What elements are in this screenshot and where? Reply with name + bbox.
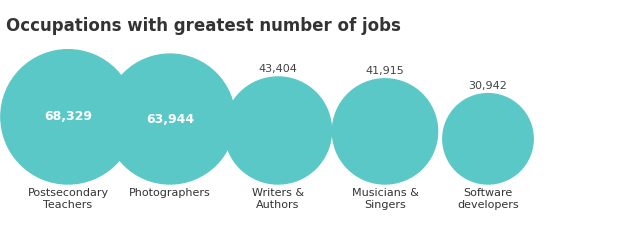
Text: 30,942: 30,942 [468,81,507,91]
Text: Photographers: Photographers [129,188,211,198]
Text: Musicians &
Singers: Musicians & Singers [352,188,418,210]
Text: Postsecondary
Teachers: Postsecondary Teachers [28,188,108,210]
Text: Software
developers: Software developers [457,188,519,210]
Circle shape [1,50,135,184]
Text: Occupations with greatest number of jobs: Occupations with greatest number of jobs [6,17,401,35]
Text: 68,329: 68,329 [44,110,92,123]
Circle shape [443,94,533,184]
Text: Writers &
Authors: Writers & Authors [252,188,304,210]
Circle shape [224,77,332,184]
Text: 63,944: 63,944 [146,112,194,125]
Text: 43,404: 43,404 [258,64,297,74]
Circle shape [105,54,235,184]
Text: 41,915: 41,915 [366,66,404,76]
Circle shape [332,79,438,184]
